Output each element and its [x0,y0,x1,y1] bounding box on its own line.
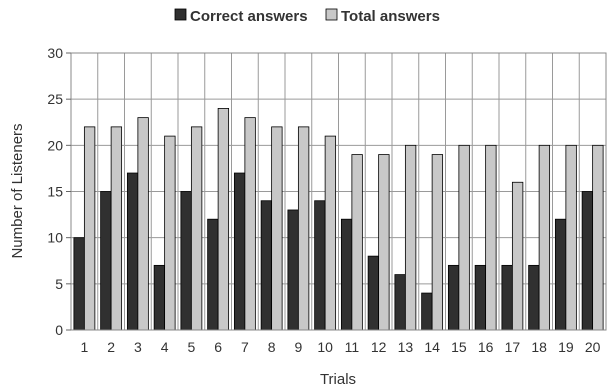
bar-correct-answers-trial-3 [126,172,139,331]
bars [73,108,604,331]
bar-total-answers-trial-5 [190,126,203,331]
x-tick-label: 7 [241,339,249,355]
bar-total-answers-trial-11 [351,154,363,331]
y-tick-label: 5 [55,276,63,292]
bar-total-answers-trial-17 [511,181,524,331]
x-tick-label: 1 [80,339,88,355]
y-tick-label: 15 [47,184,63,200]
legend-label-total-answers: Total answers [341,8,440,25]
y-tick-label: 10 [47,230,63,246]
bar-total-answers-trial-6 [217,108,230,331]
x-tick-label: 9 [294,339,302,355]
bar-correct-answers-trial-4 [153,264,166,331]
bar-correct-answers-trial-9 [287,209,299,331]
bar-total-answers-trial-1 [83,126,96,331]
bar-correct-answers-trial-7 [233,172,246,331]
bar-correct-answers-trial-11 [340,218,353,331]
bar-total-answers-trial-7 [244,117,256,331]
bar-total-answers-trial-10 [324,135,337,331]
x-tick-label: 16 [478,339,494,355]
bar-total-answers-trial-13 [404,144,417,331]
x-tick-label: 17 [505,339,521,355]
bar-total-answers-trial-20 [592,144,604,331]
y-tick-label: 25 [47,91,63,107]
legend-label-correct-answers: Correct answers [190,8,308,25]
y-axis-ticks: 0 5 10 15 20 25 30 [47,45,71,338]
bar-correct-answers-trial-8 [260,200,273,331]
x-axis-title: Trials [320,371,356,388]
bar-correct-answers-trial-6 [207,218,219,331]
bar-correct-answers-trial-12 [367,255,380,331]
bar-total-answers-trial-12 [378,154,390,331]
y-tick-label: 0 [55,322,63,338]
y-tick-label: 20 [47,137,63,153]
bar-correct-answers-trial-19 [554,218,567,331]
bar-correct-answers-trial-18 [528,264,540,331]
x-tick-label: 11 [345,339,360,355]
x-axis-ticks: 1 2 3 4 5 6 7 8 9 10 11 12 13 14 15 16 17 18 19 20 [80,339,600,355]
x-tick-label: 2 [107,339,115,355]
y-tick-label: 30 [47,45,63,61]
bar-correct-answers-trial-13 [394,274,406,331]
bar-total-answers-trial-2 [110,126,123,331]
bar-total-answers-trial-16 [485,144,497,331]
x-tick-label: 6 [214,339,222,355]
x-tick-label: 3 [134,339,142,355]
bar-correct-answers-trial-10 [314,200,326,331]
x-tick-label: 4 [161,339,169,355]
x-tick-label: 10 [317,339,333,355]
y-axis-title: Number of Listeners [9,123,26,258]
legend-swatch-total-answers [325,8,338,21]
x-tick-label: 20 [585,339,601,355]
bar-correct-answers-trial-17 [501,264,513,331]
bar-total-answers-trial-9 [297,126,310,331]
legend-swatch-correct-answers [174,8,187,21]
bar-total-answers-trial-15 [458,144,470,331]
bar-correct-answers-trial-2 [100,191,112,331]
gridlines [71,52,606,331]
x-tick-label: 19 [558,339,574,355]
x-tick-label: 15 [451,339,467,355]
x-tick-label: 14 [424,339,440,355]
bar-total-answers-trial-3 [137,117,149,331]
bar-total-answers-trial-4 [164,135,176,331]
bar-correct-answers-trial-15 [447,264,460,331]
x-tick-label: 12 [371,339,387,355]
bar-total-answers-trial-18 [538,144,551,331]
x-tick-label: 13 [398,339,414,355]
bar-total-answers-trial-14 [431,154,444,331]
bar-total-answers-trial-19 [565,144,577,331]
bar-correct-answers-trial-20 [581,191,594,331]
bar-correct-answers-trial-16 [474,264,487,331]
x-tick-label: 18 [531,339,547,355]
bar-total-answers-trial-8 [271,126,283,331]
bar-correct-answers-trial-14 [421,292,433,331]
legend: Correct answers Total answers [174,8,440,25]
x-tick-label: 8 [268,339,276,355]
bar-correct-answers-trial-5 [180,191,192,331]
bar-correct-answers-trial-1 [73,237,85,331]
x-tick-label: 5 [187,339,195,355]
